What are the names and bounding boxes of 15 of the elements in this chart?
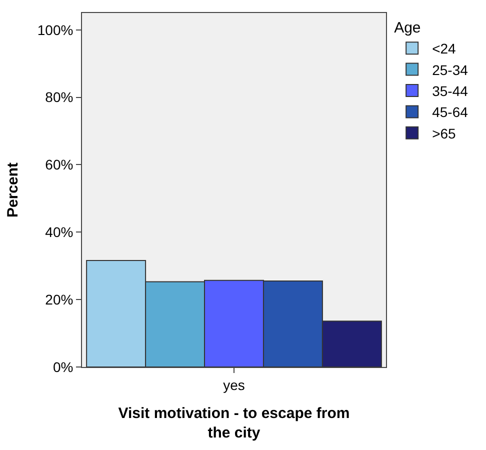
y-tick-label: 60% <box>45 156 74 173</box>
y-tick-label: 0% <box>52 358 74 375</box>
x-tick-label: yes <box>223 376 245 393</box>
legend-label: <24 <box>432 40 456 57</box>
legend-label: 35-44 <box>432 82 468 99</box>
legend-label: >65 <box>432 125 456 142</box>
y-tick-label: 80% <box>45 89 74 106</box>
legend-label: 25-34 <box>432 62 468 78</box>
y-tick-label: 20% <box>45 291 74 308</box>
legend-label: 45-64 <box>432 104 468 120</box>
y-tick-label: 100% <box>37 22 74 38</box>
y-axis-title: Percent <box>4 162 22 218</box>
y-tick-label: 40% <box>45 224 74 240</box>
x-axis-title: Visit motivation - to escape from the city <box>118 404 350 442</box>
legend-title: Age <box>394 20 421 36</box>
